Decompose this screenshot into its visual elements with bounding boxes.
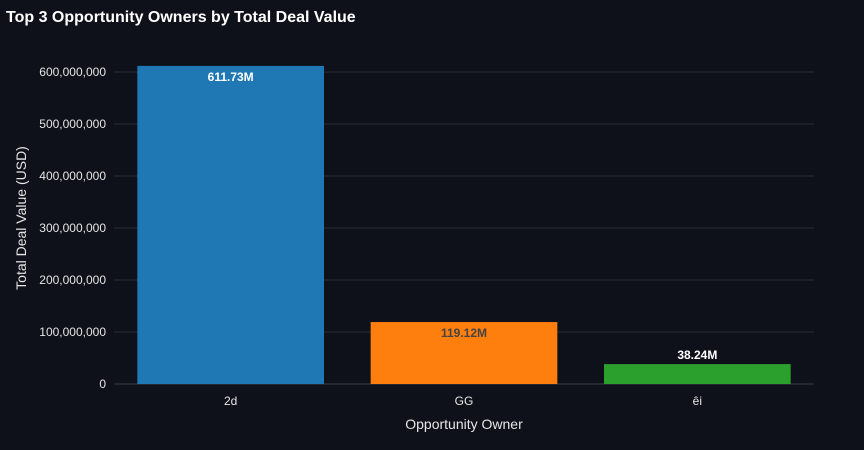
data-label: 611.73M	[208, 70, 254, 84]
x-axis-ticks: 2d GG êi	[224, 394, 702, 408]
x-tick-label: 2d	[224, 394, 237, 408]
y-axis-ticks: 0 100,000,000 200,000,000 300,000,000 400,00…	[39, 65, 106, 391]
y-tick-label: 600,000,000	[39, 65, 106, 79]
y-tick-label: 200,000,000	[39, 273, 106, 287]
x-tick-label: êi	[693, 394, 702, 408]
y-tick-label: 0	[99, 377, 106, 391]
y-tick-label: 400,000,000	[39, 169, 106, 183]
bar-êi	[604, 364, 791, 384]
y-tick-label: 300,000,000	[39, 221, 106, 235]
x-axis-label: Opportunity Owner	[405, 416, 523, 432]
bar-2d	[137, 66, 324, 384]
data-label: 38.24M	[677, 348, 717, 362]
x-tick-label: GG	[455, 394, 474, 408]
y-tick-label: 500,000,000	[39, 117, 106, 131]
y-tick-label: 100,000,000	[39, 325, 106, 339]
y-axis-label: Total Deal Value (USD)	[13, 146, 29, 290]
data-label: 119.12M	[441, 326, 487, 340]
